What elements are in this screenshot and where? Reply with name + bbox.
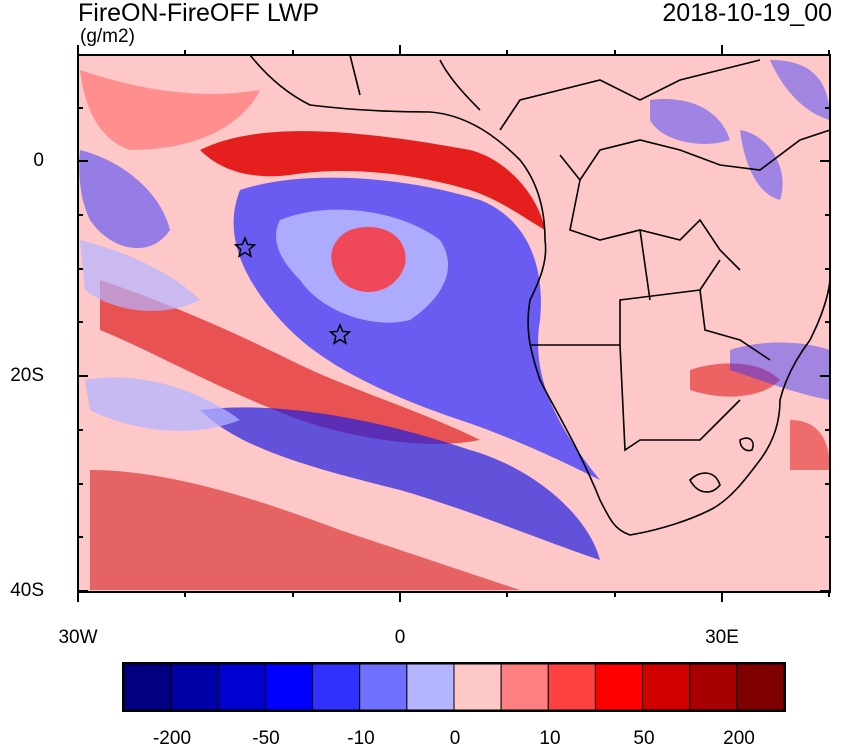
field-patch	[690, 363, 780, 397]
colorbar-box	[170, 663, 219, 711]
field-patch	[770, 60, 830, 120]
border	[559, 129, 830, 182]
colorbar-frame	[122, 662, 786, 712]
border	[499, 59, 761, 131]
border	[619, 344, 741, 452]
field-patch	[650, 99, 730, 144]
field-patch	[730, 342, 830, 400]
colorbar-label: -50	[252, 728, 280, 749]
colorbar-box	[689, 663, 738, 711]
border	[439, 59, 481, 111]
colorbar-box	[312, 663, 361, 711]
field-patch	[331, 226, 406, 292]
field-patch	[80, 70, 260, 150]
border	[349, 55, 361, 96]
x-tick-label: 30W	[58, 627, 98, 648]
y-tick-label: 40S	[10, 580, 44, 601]
colorbar-box	[453, 663, 502, 711]
border	[569, 179, 741, 271]
field-patch	[790, 420, 830, 470]
units-label: (g/m2)	[80, 26, 135, 47]
colorbar-box	[264, 663, 314, 711]
x-tick-label: 0	[394, 627, 406, 648]
colorbar-box	[217, 663, 266, 711]
border	[689, 472, 721, 493]
field-patch	[79, 150, 170, 249]
colorbar-box	[500, 663, 549, 711]
colorbar-box	[359, 663, 408, 711]
coastlines	[249, 55, 830, 536]
y-tick-label: 20S	[10, 365, 44, 386]
y-tick-label: 0	[33, 150, 44, 171]
colorbar-box	[736, 663, 785, 711]
field-patch	[80, 240, 200, 311]
colorbar-label: -10	[347, 728, 375, 749]
colorbar-box	[123, 663, 172, 711]
field-patch	[200, 131, 545, 230]
border	[530, 259, 721, 346]
border	[739, 437, 754, 452]
field-patch	[100, 280, 480, 444]
colorbar-box	[594, 663, 644, 711]
colorbar-label: 200	[723, 728, 755, 749]
field-patch	[740, 130, 783, 200]
colorbar-label: 10	[539, 728, 561, 749]
colorbar-label: 50	[633, 728, 655, 749]
map-title: FireON-FireOFF LWP	[78, 0, 320, 27]
colorbar-box	[642, 663, 691, 711]
lwp-field	[78, 55, 830, 592]
colorbar-label: -200	[152, 728, 192, 749]
date-label: 2018-10-19_00	[662, 0, 832, 27]
field-patch	[200, 407, 600, 560]
field-patch	[90, 470, 520, 590]
field-patch	[85, 377, 240, 431]
star-marker	[233, 236, 257, 258]
colorbar	[122, 662, 786, 712]
border	[639, 229, 651, 301]
x-tick-label: 30E	[705, 627, 739, 648]
map-frame	[77, 54, 831, 593]
axis-ticks	[77, 45, 830, 602]
colorbar-label: 0	[449, 728, 461, 749]
coastline	[249, 55, 830, 536]
star-marker	[328, 323, 352, 345]
colorbar-box	[547, 663, 596, 711]
border	[699, 289, 771, 361]
colorbar-box	[406, 663, 455, 711]
